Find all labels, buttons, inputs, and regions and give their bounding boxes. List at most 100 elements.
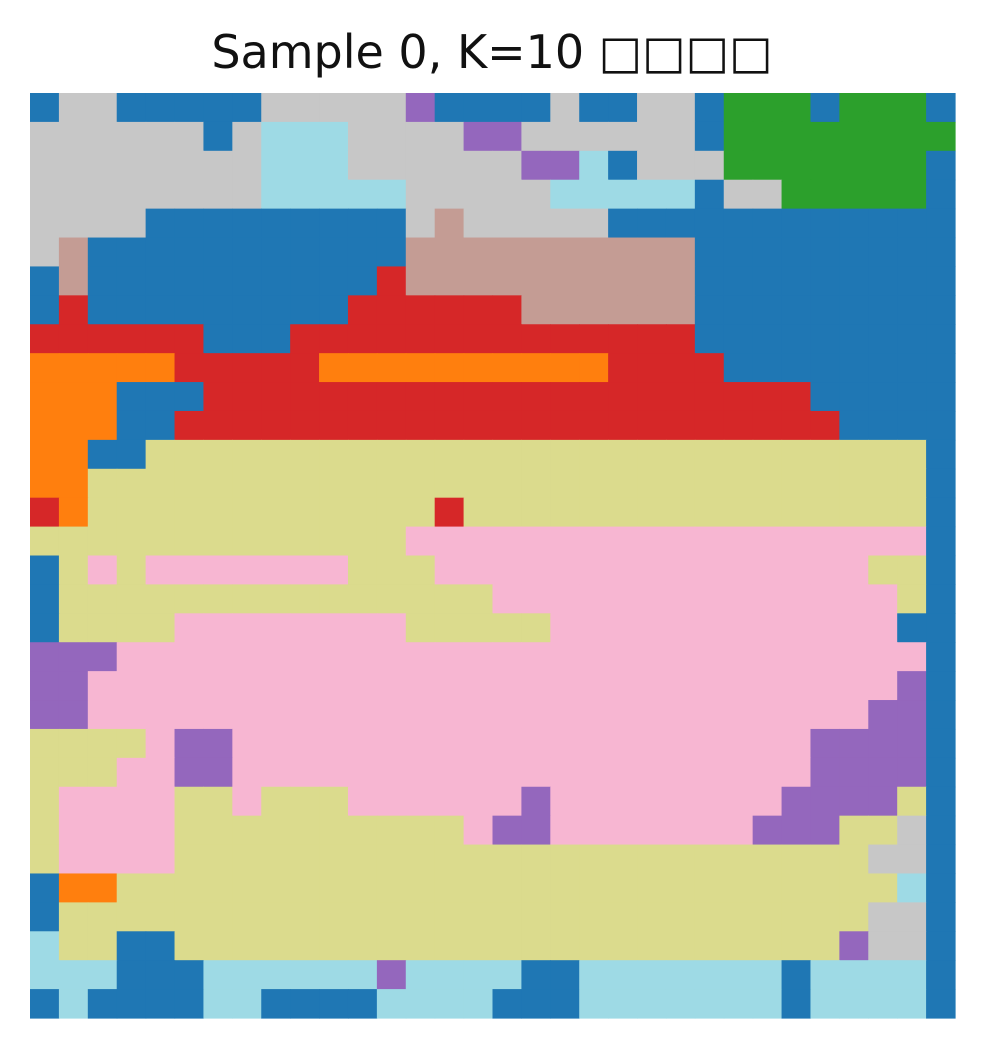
heatmap-cell — [752, 439, 783, 470]
heatmap-cell — [376, 382, 407, 412]
heatmap-cell — [521, 468, 551, 499]
heatmap-cell — [492, 121, 523, 152]
heatmap-cell — [347, 902, 378, 932]
heatmap-cell — [839, 786, 869, 817]
heatmap-cell — [463, 584, 494, 614]
heatmap-cell — [550, 468, 580, 499]
heatmap-cell — [376, 93, 407, 123]
heatmap-cell — [579, 613, 609, 643]
heatmap-cell — [261, 295, 291, 325]
heatmap-cell — [261, 989, 291, 1019]
heatmap-cell — [261, 93, 291, 123]
heatmap-cell — [87, 266, 118, 296]
heatmap-cell — [30, 295, 60, 325]
heatmap-cell — [203, 757, 233, 788]
heatmap-cell — [665, 93, 696, 123]
heatmap-cell — [319, 468, 349, 499]
heatmap-cell — [290, 786, 320, 817]
heatmap-cell — [463, 150, 494, 181]
heatmap-cell — [839, 324, 869, 354]
heatmap-cell — [897, 410, 927, 441]
heatmap-cell — [174, 902, 205, 932]
heatmap-cell — [203, 902, 233, 932]
heatmap-cell — [637, 295, 667, 325]
heatmap-cell — [58, 497, 89, 528]
heatmap-cell — [781, 439, 812, 470]
heatmap-cell — [376, 902, 407, 932]
heatmap-cell — [694, 468, 725, 499]
heatmap-cell — [232, 208, 262, 239]
heatmap-cell — [319, 353, 349, 383]
heatmap-cell — [174, 468, 205, 499]
heatmap-cell — [637, 237, 667, 268]
heatmap-cell — [145, 671, 176, 701]
heatmap-cell — [926, 439, 956, 470]
heatmap-cell — [261, 382, 291, 412]
heatmap-cell — [868, 439, 898, 470]
heatmap-cell — [116, 815, 147, 846]
heatmap-cell — [347, 671, 378, 701]
heatmap-cell — [608, 237, 638, 268]
heatmap-cell — [550, 700, 580, 730]
heatmap-cell — [868, 353, 898, 383]
heatmap-cell — [87, 555, 118, 586]
heatmap-cell — [405, 324, 436, 354]
heatmap-cell — [405, 700, 436, 730]
heatmap-cell — [723, 815, 754, 846]
heatmap-cell — [145, 410, 176, 441]
heatmap-cell — [810, 700, 840, 730]
heatmap-cell — [492, 613, 523, 643]
heatmap-cell — [232, 642, 262, 672]
heatmap-cell — [550, 324, 580, 354]
heatmap-cell — [463, 410, 494, 441]
heatmap-cell — [376, 121, 407, 152]
heatmap-cell — [58, 815, 89, 846]
heatmap-cell — [521, 266, 551, 296]
heatmap-cell — [116, 497, 147, 528]
heatmap-cell — [694, 266, 725, 296]
heatmap-cell — [579, 150, 609, 181]
heatmap-cell — [232, 324, 262, 354]
heatmap-cell — [665, 208, 696, 239]
heatmap-cell — [665, 786, 696, 817]
heatmap-cell — [637, 93, 667, 123]
heatmap-cell — [290, 353, 320, 383]
heatmap-cell — [203, 873, 233, 903]
heatmap-cell — [810, 410, 840, 441]
heatmap-cell — [926, 757, 956, 788]
heatmap-cell — [203, 960, 233, 990]
heatmap-cell — [723, 295, 754, 325]
heatmap-cell — [434, 815, 465, 846]
heatmap-cell — [290, 497, 320, 528]
heatmap-cell — [87, 93, 118, 123]
heatmap-cell — [87, 468, 118, 499]
heatmap-cell — [261, 728, 291, 759]
heatmap-cell — [608, 382, 638, 412]
heatmap-cell — [30, 642, 60, 672]
heatmap-cell — [319, 584, 349, 614]
heatmap-cell — [145, 295, 176, 325]
heatmap-cell — [897, 295, 927, 325]
heatmap-cell — [492, 208, 523, 239]
heatmap-cell — [868, 382, 898, 412]
heatmap-cell — [434, 873, 465, 903]
heatmap-cell — [463, 439, 494, 470]
heatmap-cell — [723, 353, 754, 383]
heatmap-cell — [781, 613, 812, 643]
heatmap-cell — [637, 700, 667, 730]
heatmap-cell — [694, 324, 725, 354]
heatmap-cell — [926, 93, 956, 123]
heatmap-cell — [521, 555, 551, 586]
heatmap-cell — [145, 382, 176, 412]
heatmap-cell — [694, 873, 725, 903]
heatmap-cell — [145, 208, 176, 239]
heatmap-cell — [723, 728, 754, 759]
heatmap-cell — [723, 642, 754, 672]
heatmap-cell — [174, 93, 205, 123]
heatmap-cell — [174, 237, 205, 268]
heatmap-cell — [232, 815, 262, 846]
heatmap-cell — [926, 671, 956, 701]
heatmap-cell — [290, 439, 320, 470]
heatmap-cell — [434, 671, 465, 701]
heatmap-cell — [145, 526, 176, 557]
